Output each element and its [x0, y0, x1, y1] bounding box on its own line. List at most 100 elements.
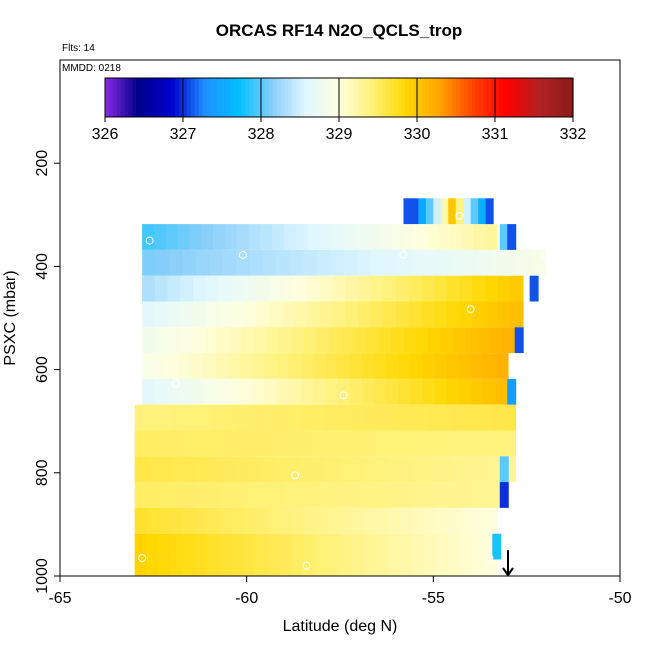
heatmap-cell	[343, 224, 356, 250]
heatmap-cell	[332, 275, 346, 302]
heatmap-cell	[426, 456, 440, 483]
colorbar-swatch	[534, 78, 539, 117]
colorbar-swatch	[225, 78, 231, 117]
heatmap-cell	[333, 482, 347, 508]
heatmap-cell	[288, 353, 302, 379]
heatmap-cell	[303, 533, 317, 560]
colorbar-swatch	[405, 78, 410, 117]
colorbar-swatch	[319, 78, 324, 117]
heatmap-cell	[497, 301, 511, 328]
heatmap-cell	[507, 224, 517, 250]
heatmap-cell	[205, 275, 219, 302]
heatmap-cell	[376, 559, 389, 576]
heatmap-cell	[436, 507, 450, 534]
colorbar-swatch	[233, 78, 239, 117]
heatmap-cell	[357, 249, 372, 276]
heatmap-cell	[167, 301, 181, 328]
colorbar-swatch	[424, 78, 430, 117]
heatmap-cell	[190, 353, 204, 379]
heatmap-cell	[210, 430, 225, 457]
colorbar-swatch	[105, 78, 110, 117]
date-label: MMDD: 0218	[62, 63, 121, 74]
heatmap-cell	[421, 301, 435, 328]
heatmap-cell	[312, 378, 326, 405]
colorbar-swatch	[463, 78, 469, 117]
heatmap-cell	[248, 224, 261, 250]
heatmap-cell	[154, 301, 169, 328]
heatmap-cell	[327, 533, 341, 560]
chart-title: ORCAS RF14 N2O_QCLS_trop	[216, 21, 463, 40]
heatmap-cell	[134, 559, 148, 576]
heatmap-cell	[230, 301, 245, 328]
heatmap-cell	[169, 249, 184, 276]
heatmap-cell	[294, 275, 308, 302]
heatmap-cell	[236, 430, 250, 457]
heatmap-cell	[243, 507, 256, 534]
heatmap-cell	[281, 301, 296, 328]
heatmap-cell	[332, 301, 346, 328]
heatmap-cell	[248, 456, 263, 483]
heatmap-cell	[219, 533, 232, 560]
heatmap-cell	[180, 275, 194, 302]
heatmap-cell	[388, 404, 402, 431]
heatmap-cell	[460, 559, 474, 576]
heatmap-cell	[400, 507, 413, 534]
colorbar-swatch	[393, 78, 399, 117]
colorbar-swatch	[151, 78, 157, 117]
heatmap-cell	[236, 249, 251, 276]
heatmap-cell	[383, 275, 397, 302]
colorbar-swatch	[222, 78, 227, 117]
heatmap-cell	[428, 327, 442, 354]
heatmap-cell	[299, 430, 313, 457]
heatmap-cell	[510, 275, 524, 302]
heatmap-cell	[146, 559, 160, 576]
heatmap-cell	[426, 404, 440, 431]
heatmap-cell	[178, 378, 192, 405]
heatmap-cell	[274, 430, 288, 457]
heatmap-cell	[484, 559, 498, 576]
heatmap-cell	[531, 249, 546, 276]
heatmap-cell	[397, 249, 412, 276]
heatmap-cell	[276, 353, 290, 379]
heatmap-cell	[376, 533, 389, 560]
heatmap-cell	[472, 507, 486, 534]
heatmap-cell	[312, 456, 326, 483]
heatmap-cell	[339, 559, 353, 576]
heatmap-cell	[445, 482, 459, 508]
heatmap-cell	[357, 301, 372, 328]
colorbar-swatch	[491, 78, 496, 117]
heatmap-cell	[221, 482, 235, 508]
heatmap-cell	[448, 533, 462, 560]
heatmap-cell	[464, 456, 478, 483]
heatmap-cell	[134, 430, 148, 457]
heatmap-cell	[341, 327, 355, 354]
heatmap-cell	[351, 507, 365, 534]
colorbar-swatch	[132, 78, 137, 117]
heatmap-cell	[421, 275, 435, 302]
heatmap-cell	[134, 533, 148, 560]
heatmap-cell	[354, 224, 368, 250]
colorbar-swatch	[147, 78, 153, 117]
x-tick-label: -50	[608, 590, 631, 607]
heatmap-cell	[288, 378, 302, 405]
heatmap-cell	[460, 507, 474, 534]
heatmap-cell	[460, 533, 474, 560]
heatmap-cell	[439, 456, 453, 483]
heatmap-cell	[424, 559, 438, 576]
heatmap-cell	[230, 275, 245, 302]
heatmap-cell	[185, 404, 199, 431]
heatmap-cell	[231, 507, 244, 534]
colorbar-swatch	[444, 78, 449, 117]
heatmap-cell	[363, 404, 377, 431]
heatmap-cell	[434, 378, 448, 405]
heatmap-cell	[378, 327, 392, 354]
heatmap-cell	[505, 249, 520, 276]
heatmap-cell	[201, 224, 214, 250]
colorbar-swatch	[198, 78, 204, 117]
data-point	[138, 553, 147, 562]
heatmap-cell	[325, 456, 339, 483]
heatmap-cell	[424, 249, 439, 276]
heatmap-cell	[328, 327, 342, 354]
colorbar-swatch	[498, 78, 504, 117]
heatmap-cell	[134, 404, 148, 431]
